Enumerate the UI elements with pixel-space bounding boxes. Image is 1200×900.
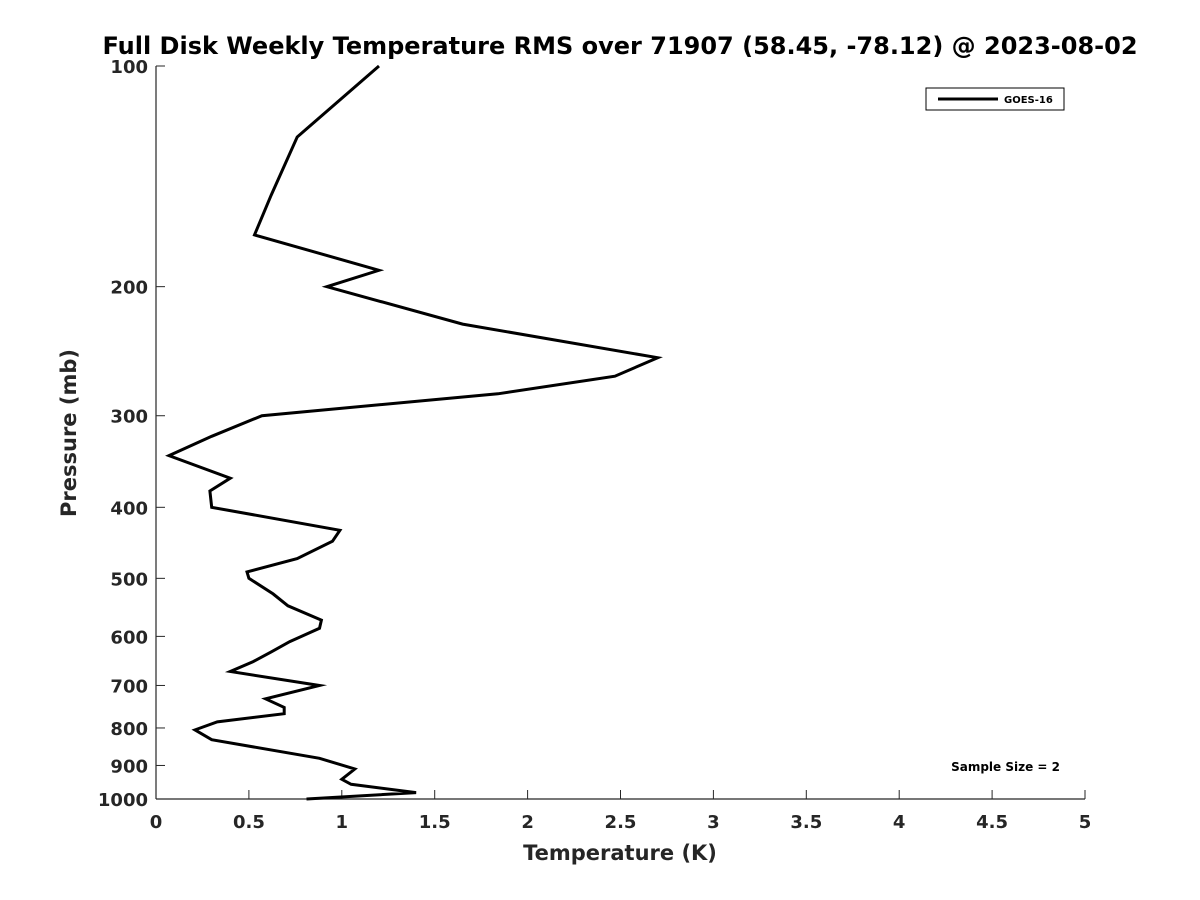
x-axis-ticks: 0 0.5 1 1.5 2 2.5 3 3.5 4 4.5 5 bbox=[150, 790, 1092, 833]
y-tick-label: 900 bbox=[110, 756, 148, 777]
y-tick-label: 400 bbox=[110, 498, 148, 519]
x-tick-label: 1 bbox=[336, 812, 349, 833]
series-line-goes-16 bbox=[165, 64, 663, 801]
legend-label-goes-16: GOES-16 bbox=[1004, 95, 1053, 106]
chart-title: Full Disk Weekly Temperature RMS over 71… bbox=[102, 32, 1137, 60]
y-tick-label: 600 bbox=[110, 627, 148, 648]
sample-size-annotation: Sample Size = 2 bbox=[951, 760, 1060, 774]
series-layer bbox=[165, 64, 663, 801]
y-tick-label: 800 bbox=[110, 719, 148, 740]
y-tick-label: 700 bbox=[110, 676, 148, 697]
legend: GOES-16 bbox=[925, 87, 1065, 111]
x-tick-label: 4.5 bbox=[976, 812, 1008, 833]
x-tick-label: 3 bbox=[707, 812, 720, 833]
y-tick-label: 100 bbox=[110, 57, 148, 78]
x-tick-label: 0 bbox=[150, 812, 163, 833]
x-tick-label: 5 bbox=[1079, 812, 1092, 833]
y-tick-label: 300 bbox=[110, 407, 148, 428]
x-tick-label: 0.5 bbox=[233, 812, 265, 833]
y-tick-label: 1000 bbox=[98, 790, 148, 811]
x-tick-label: 3.5 bbox=[790, 812, 822, 833]
x-tick-label: 4 bbox=[893, 812, 906, 833]
y-axis-label: Pressure (mb) bbox=[57, 349, 81, 517]
y-tick-label: 500 bbox=[110, 569, 148, 590]
y-axis-ticks: 100 200 300 400 500 600 700 800 900 1000 bbox=[98, 57, 165, 811]
x-axis-label: Temperature (K) bbox=[523, 841, 717, 865]
y-tick-label: 200 bbox=[110, 278, 148, 299]
x-tick-label: 2 bbox=[521, 812, 534, 833]
x-tick-label: 1.5 bbox=[419, 812, 451, 833]
x-tick-label: 2.5 bbox=[605, 812, 637, 833]
